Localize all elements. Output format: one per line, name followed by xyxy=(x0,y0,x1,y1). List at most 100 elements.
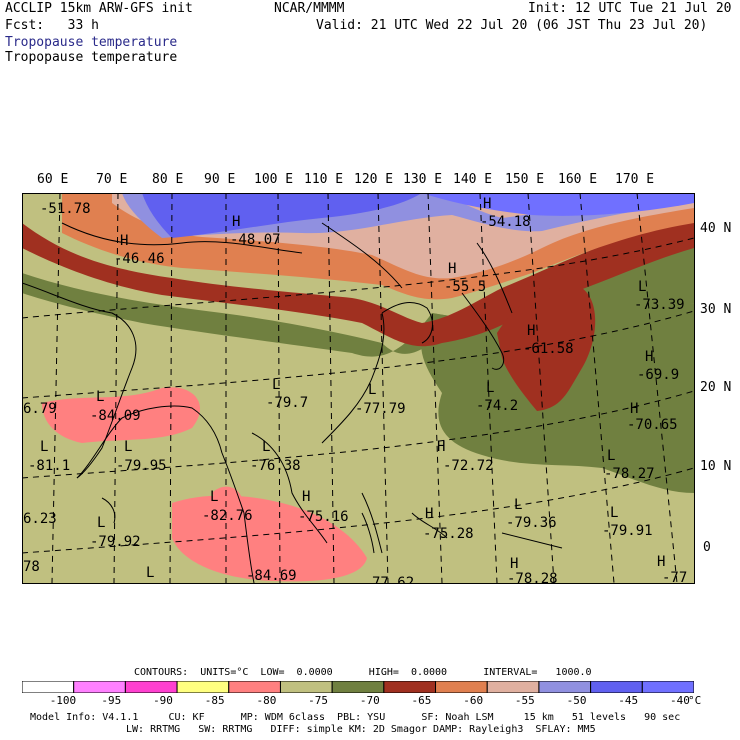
colorbar-label: -55 xyxy=(514,694,535,707)
extremum-value: -79.7 xyxy=(266,395,309,411)
extremum-value: 6.23 xyxy=(23,511,57,527)
lon-label: 130 E xyxy=(403,172,443,187)
colorbar-swatch xyxy=(538,681,592,693)
colorbar-swatch xyxy=(279,681,333,693)
colorbar-swatch xyxy=(383,681,437,693)
colorbar-label: -60 xyxy=(463,694,484,707)
colorbar-swatch xyxy=(486,681,540,693)
extremum-value: -82.76 xyxy=(202,508,253,524)
extremum-marker: H xyxy=(657,554,666,570)
extremum-marker: L xyxy=(607,448,616,464)
model-info-line2: LW: RRTMG SW: RRTMG DIFF: simple KM: 2D … xyxy=(126,724,596,735)
extremum-value: -78.28 xyxy=(507,572,558,583)
colorbar-label: -65 xyxy=(411,694,432,707)
lat-label: 10 N xyxy=(700,459,732,474)
colorbar-swatch xyxy=(73,681,126,693)
extremum-marker: H xyxy=(437,439,446,455)
extremum-value: -77 xyxy=(662,571,688,583)
field-title-shaded: Tropopause temperature xyxy=(5,35,178,50)
lon-label: 170 E xyxy=(615,172,655,187)
extremum-marker: L xyxy=(96,389,105,405)
center-label: NCAR/MMMM xyxy=(274,1,345,16)
colorbar-label: -70 xyxy=(359,694,380,707)
extremum-value: -79.36 xyxy=(506,515,557,531)
extremum-marker: H xyxy=(483,196,492,212)
lon-label: 80 E xyxy=(152,172,184,187)
colorbar-swatch xyxy=(435,681,488,693)
extremum-value: -75.16 xyxy=(298,509,349,525)
model-info-line1: Model Info: V4.1.1 CU: KF MP: WDM 6class… xyxy=(30,712,681,723)
model-title: ACCLIP 15km ARW-GFS init xyxy=(5,1,193,16)
extremum-value: -69.9 xyxy=(637,367,680,383)
extremum-marker: H xyxy=(120,233,129,249)
extremum-value: -77.79 xyxy=(355,401,406,417)
extremum-marker: H xyxy=(645,349,654,365)
extremum-marker: H xyxy=(510,556,519,572)
lat-label: 20 N xyxy=(700,380,732,395)
extremum-marker: L xyxy=(638,279,647,295)
extremum-value: -79.92 xyxy=(90,534,141,550)
extremum-marker: L xyxy=(272,377,281,393)
extremum-marker: L xyxy=(97,515,106,531)
lon-label: 90 E xyxy=(204,172,236,187)
extremum-value: -79.91 xyxy=(602,523,653,539)
colorbar-swatch xyxy=(641,681,694,693)
extremum-marker: L xyxy=(486,380,495,396)
extremum-marker: H xyxy=(527,323,536,339)
colorbar-swatch xyxy=(228,681,281,693)
extremum-value: -75.28 xyxy=(423,526,474,542)
contours-info: CONTOURS: UNITS=°C LOW= 0.0000 HIGH= 0.0… xyxy=(134,667,592,678)
extremum-marker: L xyxy=(40,439,49,455)
extremum-value: -72.72 xyxy=(443,458,494,474)
extremum-marker: L xyxy=(514,497,523,513)
lat-label: 40 N xyxy=(700,221,732,236)
extremum-value: -51.78 xyxy=(40,201,91,217)
extremum-value: -78.27 xyxy=(604,466,655,482)
colorbar-label: -85 xyxy=(204,694,225,707)
init-time: Init: 12 UTC Tue 21 Jul 20 xyxy=(528,1,732,16)
colorbar xyxy=(22,681,694,693)
extremum-marker: H xyxy=(232,214,241,230)
lon-label: 70 E xyxy=(96,172,128,187)
colorbar-label: -100 xyxy=(49,694,77,707)
tropopause-temperature-map xyxy=(22,193,694,583)
extremum-marker: L xyxy=(210,489,219,505)
lon-label: 160 E xyxy=(558,172,598,187)
colorbar-swatch xyxy=(590,681,643,693)
extremum-value: -61.58 xyxy=(523,341,574,357)
colorbar-label: °C xyxy=(688,694,702,707)
extremum-value: 6.79 xyxy=(23,401,57,417)
extremum-marker: L xyxy=(146,565,155,581)
lon-label: 150 E xyxy=(505,172,545,187)
extremum-marker: L xyxy=(368,382,377,398)
extremum-value: 77.62 xyxy=(372,576,414,583)
extremum-value: -81.1 xyxy=(28,458,71,474)
extremum-value: -54.18 xyxy=(480,214,531,230)
extremum-value: -70.65 xyxy=(627,417,678,433)
extremum-value: -74.2 xyxy=(476,398,519,414)
lon-label: 120 E xyxy=(354,172,394,187)
colorbar-swatch xyxy=(331,681,385,693)
extremum-value: -84.09 xyxy=(90,408,141,424)
colorbar-label: -95 xyxy=(101,694,122,707)
valid-time: Valid: 21 UTC Wed 22 Jul 20 (06 JST Thu … xyxy=(316,18,708,33)
lon-label: 60 E xyxy=(37,172,69,187)
map-frame xyxy=(22,193,695,584)
lon-label: 140 E xyxy=(453,172,493,187)
extremum-marker: H xyxy=(448,261,457,277)
colorbar-label: -75 xyxy=(308,694,329,707)
colorbar-label: -80 xyxy=(256,694,277,707)
extremum-marker: H xyxy=(302,489,311,505)
extremum-marker: L xyxy=(610,505,619,521)
lat-label: 30 N xyxy=(700,302,732,317)
lon-label: 100 E xyxy=(254,172,294,187)
forecast-hour: Fcst: 33 h xyxy=(5,18,99,33)
extremum-marker: L xyxy=(124,439,133,455)
colorbar-label: -50 xyxy=(566,694,587,707)
extremum-marker: L xyxy=(262,439,271,455)
colorbar-label: -40 xyxy=(670,694,690,707)
extremum-value: -84.69 xyxy=(246,568,297,584)
extremum-value: -46.46 xyxy=(114,251,165,267)
colorbar-swatch xyxy=(22,681,75,693)
extremum-value: 78 xyxy=(23,559,40,575)
